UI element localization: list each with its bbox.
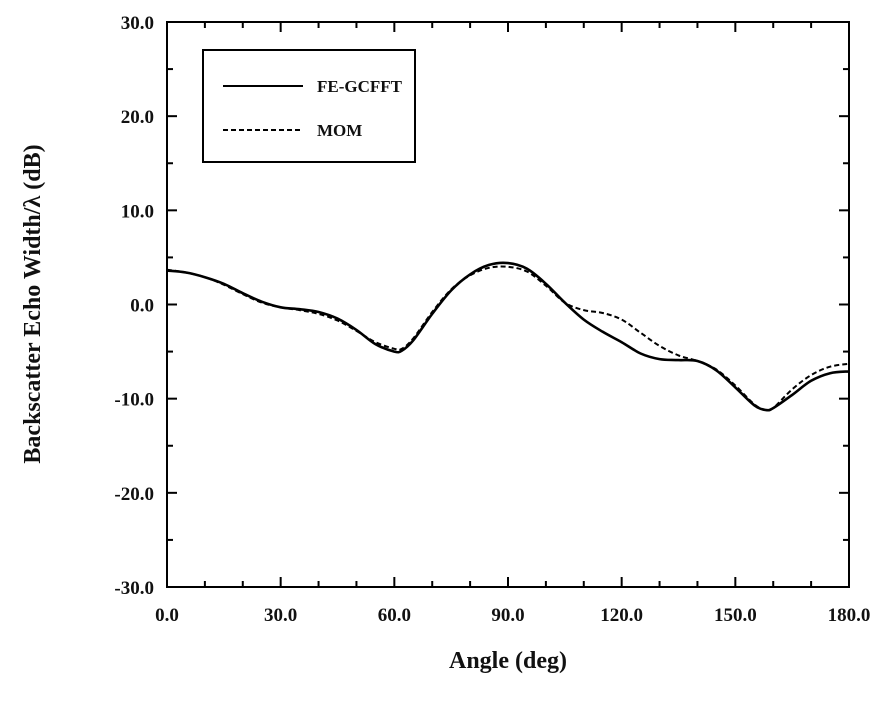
y-tick-label: 20.0 <box>121 107 154 128</box>
series-line-mom <box>166 265 850 412</box>
x-axis-title: Angle (deg) <box>449 648 567 674</box>
x-tick-label: 120.0 <box>600 605 643 626</box>
x-tick-label: 60.0 <box>378 605 411 626</box>
y-tick-label: 30.0 <box>121 13 154 34</box>
y-tick-label: -30.0 <box>114 578 154 599</box>
x-tick-label: 30.0 <box>264 605 297 626</box>
y-axis-title: Backscatter Echo Width/λ (dB) <box>20 144 46 463</box>
y-tick-label: -10.0 <box>114 390 154 411</box>
x-tick-label: 150.0 <box>714 605 757 626</box>
axes: 0.0 30.0 60.0 90.0 120.0 150.0 180.0 -30.0 -20.0… <box>114 13 870 626</box>
legend-box <box>202 49 416 163</box>
x-tick-label: 90.0 <box>491 605 524 626</box>
y-tick-label: -20.0 <box>114 484 154 505</box>
legend-label-mom: MOM <box>317 121 362 140</box>
x-tick-label: 180.0 <box>828 605 871 626</box>
y-tick-label: 0.0 <box>130 296 154 317</box>
series-group <box>166 261 850 412</box>
legend: FE-GCFFT MOM <box>202 49 416 163</box>
y-tick-label: 10.0 <box>121 201 154 222</box>
legend-label-fe-gcfft: FE-GCFFT <box>317 77 403 96</box>
x-tick-label: 0.0 <box>155 605 179 626</box>
series-line-fe-gcfft <box>166 261 850 412</box>
